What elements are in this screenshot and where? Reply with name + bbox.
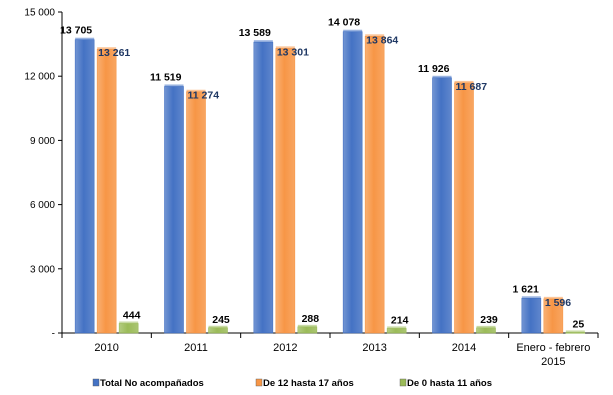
bar-cap	[521, 296, 541, 299]
bar-series-3	[297, 326, 318, 334]
legend-swatch	[399, 378, 407, 387]
data-label-series-3: 214	[391, 314, 409, 326]
data-label-series-3: 25	[572, 318, 584, 330]
y-tick-label: 6 000	[30, 200, 55, 211]
x-category-label: 2010	[94, 342, 118, 354]
bar-cap	[365, 34, 385, 37]
data-label-series-3: 245	[212, 314, 230, 326]
data-label-series-3: 239	[480, 314, 498, 326]
bar-series-1	[432, 77, 452, 334]
data-label-series-3: 444	[123, 309, 141, 321]
data-label-series-2: 11 274	[188, 90, 220, 102]
bar-cap	[343, 29, 363, 32]
data-label-series-1: 1 621	[513, 283, 539, 295]
legend-label: Total No acompañados	[100, 378, 204, 389]
bar-series-3	[476, 327, 496, 334]
bar-series-3	[386, 328, 407, 334]
bar-cap	[186, 89, 206, 92]
bar-cap	[476, 325, 496, 328]
bar-cap	[565, 330, 585, 333]
bar-series-3	[565, 332, 586, 334]
legend-swatch	[255, 378, 263, 387]
legend-swatch	[92, 378, 100, 387]
data-label-series-2: 1 596	[545, 297, 571, 309]
x-category-label: 2012	[273, 342, 297, 354]
x-category-label: 2014	[452, 342, 476, 354]
x-category-label: 2011	[184, 342, 208, 354]
bar-cap	[164, 84, 184, 87]
data-labels: 13 705 13 261 444 11 519 11 274 245 13 589 13 3…	[60, 17, 584, 331]
bar-cap	[454, 80, 474, 83]
bar-cap	[75, 37, 95, 40]
bar-cap	[387, 326, 407, 329]
data-label-series-2: 13 864	[366, 34, 398, 46]
x-category-label: 2013	[362, 342, 386, 354]
data-label-series-1: 14 078	[328, 17, 360, 29]
bar-cap	[297, 324, 317, 327]
bar-cap	[432, 75, 452, 78]
bar-series-2	[364, 36, 385, 334]
data-label-series-1: 11 519	[150, 71, 182, 83]
bar-cap	[119, 321, 139, 324]
data-label-series-1: 13 705	[60, 25, 92, 37]
y-tick-label: 12 000	[24, 72, 55, 83]
legend-label: De 12 hasta 17 años	[263, 378, 354, 389]
y-tick-label: 3 000	[30, 264, 55, 275]
bar-series-1	[164, 86, 184, 334]
legend: Total No acompañados De 12 hasta 17 años D…	[92, 378, 492, 389]
bar-series-1	[342, 31, 363, 334]
data-label-series-2: 13 261	[98, 47, 130, 59]
bar-series-3	[208, 327, 228, 334]
bar-cap	[253, 40, 273, 43]
bar-cap	[97, 47, 117, 50]
data-label-series-1: 11 926	[418, 63, 450, 75]
bar-series-2	[96, 48, 117, 334]
data-label-series-1: 13 589	[239, 27, 271, 39]
y-tick-label: 9 000	[30, 136, 55, 147]
y-tick-label: 15 000	[24, 8, 55, 19]
bar-series-1	[253, 41, 274, 334]
data-label-series-3: 288	[302, 313, 320, 325]
axes: - 3 000 6 000 9 000 12 000 15 000 2010 2011 2012…	[24, 8, 599, 368]
bar-series-1	[74, 39, 95, 334]
bar-series-2	[454, 82, 474, 334]
bar-cap	[543, 296, 563, 299]
data-label-series-2: 13 301	[277, 46, 309, 58]
bar-cap	[208, 325, 228, 328]
bar-cap	[275, 46, 295, 49]
legend-label: De 0 hasta 11 años	[407, 378, 492, 389]
data-label-series-2: 11 687	[456, 81, 488, 93]
bars	[74, 29, 586, 334]
bar-series-3	[118, 323, 139, 334]
x-category-label: Enero - febrero 2015	[516, 342, 590, 368]
bar-series-2	[275, 48, 296, 334]
bar-series-2	[186, 91, 206, 334]
bar-series-1	[521, 298, 542, 334]
y-tick-label: -	[52, 329, 55, 340]
